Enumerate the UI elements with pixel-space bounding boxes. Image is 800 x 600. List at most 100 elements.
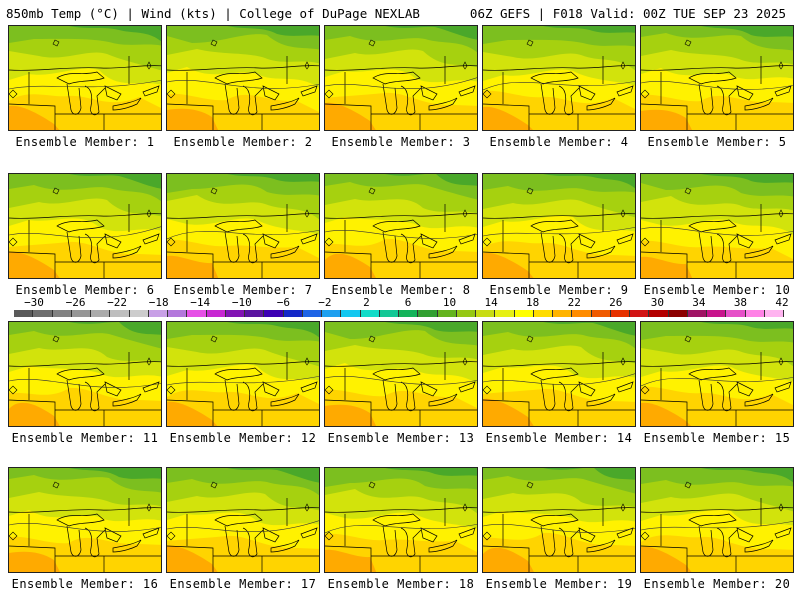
- colorbar-tick-label: 42: [775, 296, 789, 309]
- colorbar-tick-label: 10: [442, 296, 457, 309]
- colorbar-cell: [264, 310, 284, 317]
- colorbar-tick-label: −18: [148, 296, 169, 309]
- colorbar-tick-label: 30: [650, 296, 664, 309]
- colorbar-tick-label: 18: [526, 296, 540, 309]
- colorbar-cell: [495, 310, 515, 317]
- colorbar-cell: [206, 310, 226, 317]
- model-run-valid-time: 06Z GEFS | F018 Valid: 00Z TUE SEP 23 20…: [469, 6, 786, 21]
- colorbar-cell: [52, 310, 72, 317]
- colorbar-cell: [360, 310, 380, 317]
- ensemble-member-map: [166, 173, 320, 279]
- ensemble-member-map: [8, 321, 162, 427]
- ensemble-member-label: Ensemble Member: 11: [11, 431, 159, 445]
- colorbar-cell: [225, 310, 245, 317]
- colorbar-cell: [418, 310, 438, 317]
- ensemble-member-map: [482, 321, 636, 427]
- colorbar-cell: [399, 310, 419, 317]
- colorbar-tick-label: −30: [24, 296, 44, 309]
- colorbar-cell: [341, 310, 361, 317]
- colorbar-cell: [245, 310, 265, 317]
- ensemble-member-label: Ensemble Member: 14: [485, 431, 633, 445]
- map-title: 850mb Temp (°C) | Wind (kts) | College o…: [6, 6, 420, 21]
- ensemble-member-map: [482, 467, 636, 573]
- ensemble-member-map: [8, 25, 162, 131]
- colorbar-tick-label: 22: [567, 296, 581, 309]
- colorbar-cell: [533, 310, 553, 317]
- colorbar-cell: [129, 310, 149, 317]
- ensemble-member-map: [640, 25, 794, 131]
- colorbar-cell: [168, 310, 188, 317]
- ensemble-member-label: Ensemble Member: 8: [331, 283, 471, 297]
- ensemble-member-label: Ensemble Member: 3: [331, 135, 471, 149]
- ensemble-member-label: Ensemble Member: 16: [11, 577, 159, 591]
- colorbar-cell: [707, 310, 727, 317]
- ensemble-member-map: [640, 321, 794, 427]
- colorbar-strip: [14, 310, 784, 317]
- colorbar-tick-label: 34: [692, 296, 706, 309]
- colorbar-cell: [630, 310, 650, 317]
- colorbar-cell: [456, 310, 476, 317]
- ensemble-member-label: Ensemble Member: 13: [327, 431, 475, 445]
- colorbar-cell: [591, 310, 611, 317]
- colorbar-cell: [745, 310, 765, 317]
- ensemble-member-map: [8, 467, 162, 573]
- colorbar-tick-label: −2: [318, 296, 332, 309]
- colorbar-cell: [148, 310, 168, 317]
- colorbar-cell: [649, 310, 669, 317]
- colorbar-cell: [437, 310, 457, 317]
- colorbar-cell: [553, 310, 573, 317]
- colorbar-cell: [379, 310, 399, 317]
- ensemble-member-map: [8, 173, 162, 279]
- colorbar-tick-label: −6: [276, 296, 290, 309]
- ensemble-member-map: [166, 467, 320, 573]
- colorbar-cell: [764, 310, 784, 317]
- ensemble-member-label: Ensemble Member: 18: [327, 577, 475, 591]
- colorbar-cell: [91, 310, 111, 317]
- ensemble-member-map: [324, 25, 478, 131]
- colorbar-tick-label: −10: [231, 296, 252, 309]
- ensemble-member-label: Ensemble Member: 6: [15, 283, 155, 297]
- colorbar-tick-label: 26: [609, 296, 623, 309]
- colorbar-tick-label: 6: [404, 296, 412, 309]
- colorbar-cell: [687, 310, 707, 317]
- ensemble-member-map: [324, 173, 478, 279]
- colorbar-tick-label: 2: [363, 296, 370, 309]
- ensemble-member-label: Ensemble Member: 2: [173, 135, 313, 149]
- ensemble-member-label: Ensemble Member: 19: [485, 577, 633, 591]
- ensemble-member-label: Ensemble Member: 17: [169, 577, 317, 591]
- ensemble-member-label: Ensemble Member: 20: [643, 577, 791, 591]
- colorbar-cell: [726, 310, 746, 317]
- colorbar-cell: [572, 310, 592, 317]
- colorbar-cell: [476, 310, 496, 317]
- colorbar-cell: [668, 310, 688, 317]
- ensemble-member-map: [482, 25, 636, 131]
- ensemble-member-label: Ensemble Member: 12: [169, 431, 317, 445]
- ensemble-member-label: Ensemble Member: 9: [489, 283, 629, 297]
- colorbar-tick-label: −22: [107, 296, 128, 309]
- colorbar-cell: [610, 310, 630, 317]
- colorbar-tick-label: −14: [190, 296, 211, 309]
- ensemble-member-label: Ensemble Member: 1: [15, 135, 155, 149]
- ensemble-member-label: Ensemble Member: 5: [647, 135, 787, 149]
- colorbar-tick-label: 14: [484, 296, 498, 309]
- ensemble-member-map: [166, 25, 320, 131]
- colorbar-cell: [33, 310, 53, 317]
- colorbar-cell: [302, 310, 322, 317]
- colorbar-cell: [322, 310, 342, 317]
- ensemble-member-label: Ensemble Member: 4: [489, 135, 629, 149]
- temperature-colorbar: −30 −26 −22 −18 −14 −10 −6 −2 2 6 10 14 18 22 26 30 34 38…: [0, 296, 800, 324]
- ensemble-member-label: Ensemble Member: 15: [643, 431, 791, 445]
- ensemble-member-map: [324, 321, 478, 427]
- colorbar-cell: [14, 310, 34, 317]
- ensemble-member-map: [640, 173, 794, 279]
- colorbar-tick-label: 38: [733, 296, 748, 309]
- ensemble-member-map: [166, 321, 320, 427]
- colorbar-cell: [110, 310, 130, 317]
- colorbar-cell: [514, 310, 534, 317]
- colorbar-cell: [71, 310, 91, 317]
- ensemble-member-label: Ensemble Member: 7: [173, 283, 313, 297]
- colorbar-cell: [187, 310, 207, 317]
- ensemble-member-map: [482, 173, 636, 279]
- ensemble-member-label: Ensemble Member: 10: [643, 283, 791, 297]
- colorbar-tick-label: −26: [65, 296, 86, 309]
